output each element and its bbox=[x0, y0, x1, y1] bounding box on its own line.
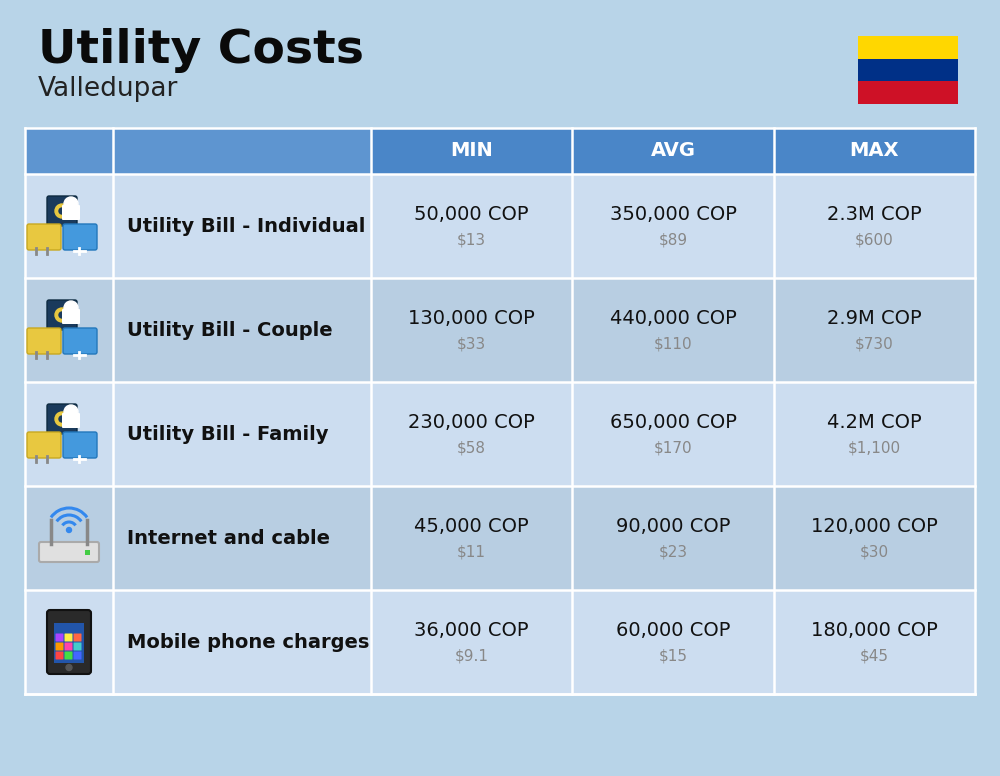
Circle shape bbox=[55, 412, 69, 426]
Bar bbox=[858, 59, 958, 81]
Text: $58: $58 bbox=[457, 441, 486, 456]
Text: MIN: MIN bbox=[450, 141, 493, 161]
FancyBboxPatch shape bbox=[47, 404, 77, 434]
Text: 180,000 COP: 180,000 COP bbox=[811, 621, 938, 639]
Text: 2.3M COP: 2.3M COP bbox=[827, 205, 922, 223]
FancyBboxPatch shape bbox=[27, 224, 61, 250]
Text: Utility Costs: Utility Costs bbox=[38, 28, 364, 73]
FancyBboxPatch shape bbox=[47, 610, 91, 674]
FancyBboxPatch shape bbox=[74, 643, 82, 650]
FancyBboxPatch shape bbox=[62, 205, 80, 220]
Circle shape bbox=[66, 664, 72, 670]
Text: $13: $13 bbox=[457, 233, 486, 248]
Text: 440,000 COP: 440,000 COP bbox=[610, 309, 736, 327]
Text: 2.9M COP: 2.9M COP bbox=[827, 309, 922, 327]
FancyBboxPatch shape bbox=[56, 643, 64, 650]
FancyBboxPatch shape bbox=[63, 432, 97, 458]
Text: $23: $23 bbox=[658, 545, 688, 559]
Text: 45,000 COP: 45,000 COP bbox=[414, 517, 529, 535]
Text: $170: $170 bbox=[654, 441, 692, 456]
Text: Utility Bill - Individual: Utility Bill - Individual bbox=[127, 217, 365, 235]
Bar bbox=[54, 623, 84, 663]
Text: 350,000 COP: 350,000 COP bbox=[610, 205, 736, 223]
Text: AVG: AVG bbox=[650, 141, 696, 161]
FancyBboxPatch shape bbox=[56, 652, 64, 660]
FancyBboxPatch shape bbox=[74, 633, 82, 642]
FancyBboxPatch shape bbox=[64, 643, 72, 650]
FancyBboxPatch shape bbox=[47, 300, 77, 330]
FancyBboxPatch shape bbox=[27, 328, 61, 354]
Text: Mobile phone charges: Mobile phone charges bbox=[127, 632, 369, 652]
Text: 120,000 COP: 120,000 COP bbox=[811, 517, 938, 535]
Text: $9.1: $9.1 bbox=[455, 649, 489, 663]
Text: $1,100: $1,100 bbox=[848, 441, 901, 456]
Text: Utility Bill - Couple: Utility Bill - Couple bbox=[127, 320, 333, 340]
Circle shape bbox=[55, 204, 69, 218]
Text: Utility Bill - Family: Utility Bill - Family bbox=[127, 424, 328, 444]
Bar bbox=[858, 81, 958, 104]
FancyBboxPatch shape bbox=[47, 196, 77, 226]
Text: $730: $730 bbox=[855, 337, 894, 352]
Text: $110: $110 bbox=[654, 337, 692, 352]
Circle shape bbox=[64, 405, 78, 419]
Text: 650,000 COP: 650,000 COP bbox=[610, 413, 736, 431]
FancyBboxPatch shape bbox=[39, 542, 99, 562]
Bar bbox=[858, 36, 958, 59]
Text: 60,000 COP: 60,000 COP bbox=[616, 621, 730, 639]
Text: $33: $33 bbox=[457, 337, 486, 352]
Text: 36,000 COP: 36,000 COP bbox=[414, 621, 529, 639]
Circle shape bbox=[66, 528, 72, 532]
Circle shape bbox=[59, 416, 65, 422]
Text: $11: $11 bbox=[457, 545, 486, 559]
FancyBboxPatch shape bbox=[64, 652, 72, 660]
Text: $30: $30 bbox=[860, 545, 889, 559]
Text: 230,000 COP: 230,000 COP bbox=[408, 413, 535, 431]
FancyBboxPatch shape bbox=[56, 633, 64, 642]
Circle shape bbox=[59, 312, 65, 318]
FancyBboxPatch shape bbox=[62, 309, 80, 324]
FancyBboxPatch shape bbox=[74, 652, 82, 660]
Circle shape bbox=[55, 308, 69, 322]
Text: Valledupar: Valledupar bbox=[38, 76, 178, 102]
FancyBboxPatch shape bbox=[64, 633, 72, 642]
Circle shape bbox=[59, 208, 65, 214]
Text: $89: $89 bbox=[658, 233, 688, 248]
FancyBboxPatch shape bbox=[27, 432, 61, 458]
Text: 130,000 COP: 130,000 COP bbox=[408, 309, 535, 327]
Bar bbox=[25, 590, 975, 694]
Bar bbox=[85, 550, 90, 555]
Text: 4.2M COP: 4.2M COP bbox=[827, 413, 922, 431]
Text: 50,000 COP: 50,000 COP bbox=[414, 205, 529, 223]
Text: MAX: MAX bbox=[850, 141, 899, 161]
Text: $45: $45 bbox=[860, 649, 889, 663]
Text: $15: $15 bbox=[658, 649, 688, 663]
FancyBboxPatch shape bbox=[62, 413, 80, 428]
FancyBboxPatch shape bbox=[63, 224, 97, 250]
Bar bbox=[25, 128, 371, 174]
Bar bbox=[25, 382, 975, 486]
Circle shape bbox=[64, 197, 78, 211]
Bar bbox=[25, 174, 975, 278]
FancyBboxPatch shape bbox=[63, 328, 97, 354]
Circle shape bbox=[64, 301, 78, 315]
Text: 90,000 COP: 90,000 COP bbox=[616, 517, 730, 535]
Text: Internet and cable: Internet and cable bbox=[127, 528, 330, 548]
Bar bbox=[25, 486, 975, 590]
Bar bbox=[25, 128, 975, 174]
Text: $600: $600 bbox=[855, 233, 894, 248]
Bar bbox=[25, 278, 975, 382]
